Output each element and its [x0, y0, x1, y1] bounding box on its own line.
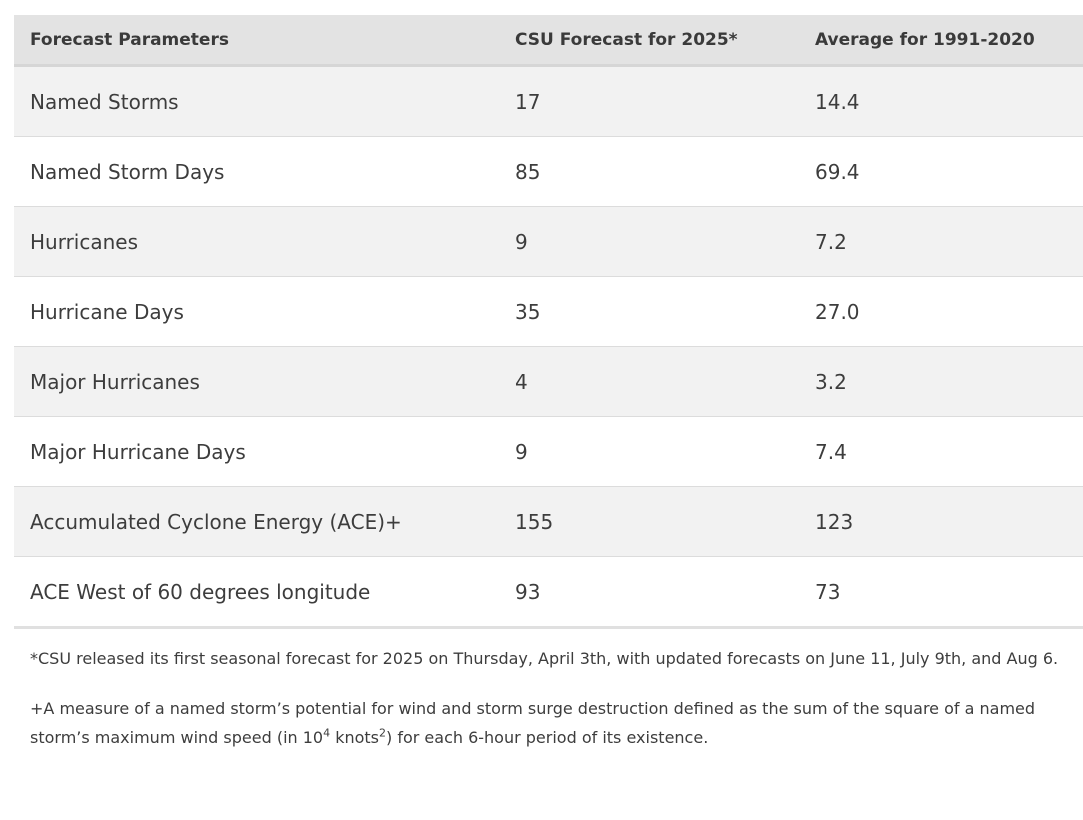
- average-cell: 7.2: [799, 206, 1083, 277]
- header-forecast-parameters: Forecast Parameters: [14, 15, 499, 67]
- average-cell: 14.4: [799, 65, 1083, 137]
- table-row: Hurricanes 9 7.2: [14, 206, 1083, 277]
- table-row: Accumulated Cyclone Energy (ACE)+ 155 12…: [14, 486, 1083, 557]
- average-cell: 123: [799, 486, 1083, 557]
- forecast-table: Forecast Parameters CSU Forecast for 202…: [14, 15, 1083, 629]
- forecast-cell: 35: [499, 276, 799, 347]
- table-row: Hurricane Days 35 27.0: [14, 276, 1083, 347]
- average-cell: 69.4: [799, 136, 1083, 207]
- table-row: Named Storms 17 14.4: [14, 65, 1083, 137]
- csu-release-note: *CSU released its first seasonal forecas…: [30, 649, 1059, 668]
- parameter-cell: ACE West of 60 degrees longitude: [14, 556, 499, 629]
- ace-text-before: +A measure of a named storm’s potential …: [30, 699, 1036, 747]
- ace-exponent-power: 4: [323, 726, 331, 740]
- table-header: Forecast Parameters CSU Forecast for 202…: [14, 15, 1083, 67]
- table-body: Named Storms 17 14.4 Named Storm Days 85…: [14, 65, 1083, 629]
- table-row: Major Hurricane Days 9 7.4: [14, 416, 1083, 487]
- ace-definition-note: +A measure of a named storm’s potential …: [30, 694, 1060, 752]
- parameter-cell: Hurricanes: [14, 206, 499, 277]
- forecast-cell: 93: [499, 556, 799, 629]
- table-row: Major Hurricanes 4 3.2: [14, 346, 1083, 417]
- parameter-cell: Named Storms: [14, 65, 499, 137]
- header-row: Forecast Parameters CSU Forecast for 202…: [14, 15, 1083, 67]
- parameter-cell: Named Storm Days: [14, 136, 499, 207]
- parameter-cell: Hurricane Days: [14, 276, 499, 347]
- forecast-cell: 17: [499, 65, 799, 137]
- parameter-cell: Major Hurricane Days: [14, 416, 499, 487]
- header-csu-forecast: CSU Forecast for 2025*: [499, 15, 799, 67]
- parameter-cell: Major Hurricanes: [14, 346, 499, 417]
- forecast-cell: 9: [499, 206, 799, 277]
- forecast-cell: 9: [499, 416, 799, 487]
- average-cell: 3.2: [799, 346, 1083, 417]
- average-cell: 7.4: [799, 416, 1083, 487]
- ace-text-after: ) for each 6-hour period of its existenc…: [386, 728, 709, 747]
- footnotes: *CSU released its first seasonal forecas…: [30, 644, 1060, 752]
- parameter-cell: Accumulated Cyclone Energy (ACE)+: [14, 486, 499, 557]
- forecast-cell: 4: [499, 346, 799, 417]
- ace-text-middle: knots: [330, 728, 379, 747]
- header-average: Average for 1991-2020: [799, 15, 1083, 67]
- table-row: ACE West of 60 degrees longitude 93 73: [14, 556, 1083, 629]
- forecast-cell: 155: [499, 486, 799, 557]
- average-cell: 27.0: [799, 276, 1083, 347]
- average-cell: 73: [799, 556, 1083, 629]
- ace-exponent-squared: 2: [379, 726, 386, 740]
- table-row: Named Storm Days 85 69.4: [14, 136, 1083, 207]
- forecast-cell: 85: [499, 136, 799, 207]
